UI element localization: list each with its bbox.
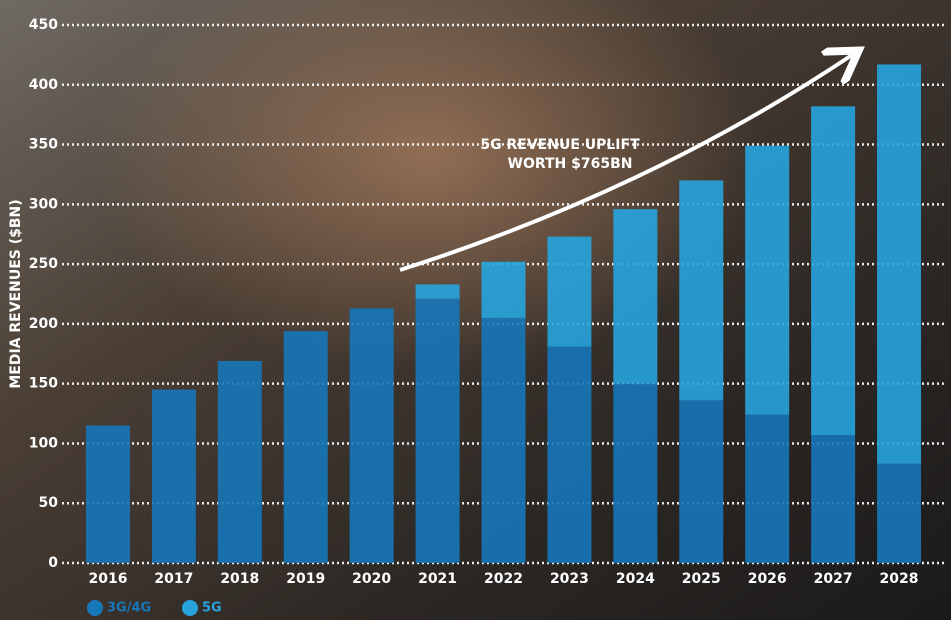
y-tick-label: 0 (48, 555, 58, 571)
x-tick-label: 2016 (88, 571, 127, 587)
bar-segment (613, 383, 658, 563)
legend-label: 3G/4G (107, 601, 151, 616)
bar-segment (811, 106, 856, 436)
bar-segment (217, 360, 262, 563)
y-tick-label: 100 (29, 435, 58, 451)
x-tick-label: 2019 (286, 571, 325, 587)
x-tick-label: 2021 (418, 571, 457, 587)
x-tick-label: 2018 (220, 571, 259, 587)
y-tick-label: 250 (29, 256, 58, 272)
x-tick-label: 2024 (616, 571, 655, 587)
x-tick-label: 2027 (814, 571, 853, 587)
y-tick-label: 50 (39, 495, 59, 511)
bar-segment (481, 261, 526, 318)
x-tick-label: 2023 (550, 571, 589, 587)
annotation: WORTH $765BN (508, 156, 633, 172)
y-tick-label: 450 (29, 17, 58, 33)
bar-segment (745, 414, 790, 563)
y-tick-label: 400 (29, 77, 58, 93)
x-tick-label: 2022 (484, 571, 523, 587)
bar-segment (547, 236, 592, 347)
bar-segment (481, 317, 526, 563)
x-tick-label: 2028 (880, 571, 919, 587)
annotation: 5G REVENUE UPLIFT (480, 137, 640, 153)
bar-segment (547, 346, 592, 563)
bar-segment (745, 145, 790, 415)
bar-segment (679, 180, 724, 401)
bar-segment (415, 298, 460, 563)
bar-segment (613, 209, 658, 384)
bar-segment (349, 308, 394, 563)
y-tick-label: 200 (29, 316, 58, 332)
y-tick-label: 350 (29, 137, 58, 153)
bar-segment (415, 284, 460, 299)
bar-segment (877, 64, 922, 464)
x-tick-label: 2017 (154, 571, 193, 587)
bar-segment (877, 463, 922, 563)
y-tick-label: 150 (29, 376, 58, 392)
legend-label: 5G (202, 601, 222, 616)
legend-swatch (87, 600, 103, 616)
bar-segment (151, 389, 196, 563)
bar-segment (811, 435, 856, 563)
x-tick-label: 2025 (682, 571, 721, 587)
legend-swatch (182, 600, 198, 616)
bar-segment (283, 331, 328, 563)
x-tick-label: 2026 (748, 571, 787, 587)
x-tick-label: 2020 (352, 571, 391, 587)
bar-segment (679, 400, 724, 563)
y-tick-label: 300 (29, 196, 58, 212)
y-axis-label: MEDIA REVENUES ($BN) (8, 199, 24, 388)
bar-segment (85, 425, 130, 563)
uplift-arrow (399, 55, 852, 272)
